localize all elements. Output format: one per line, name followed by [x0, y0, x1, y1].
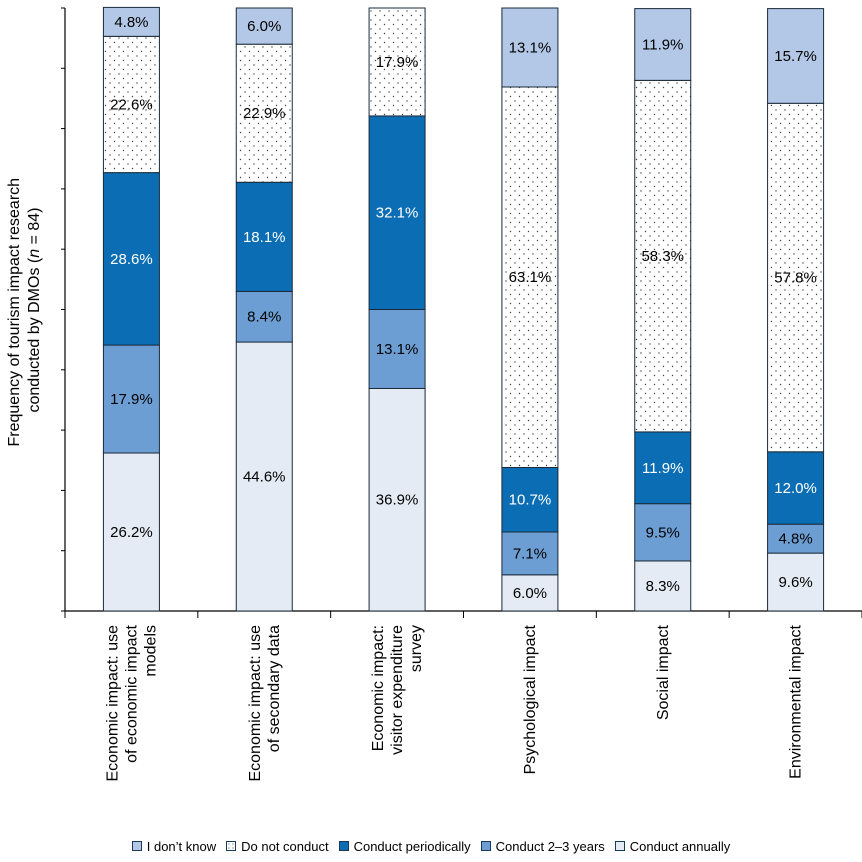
legend-item: I don’t know	[131, 838, 217, 854]
y-axis-label-line1: Frequency of tourism impact research	[6, 178, 23, 447]
bars: 26.2% 17.9% 28.6% 22.6% 4.8% 44.6% 8.4% 18.1% 22…	[102, 6, 825, 612]
data-label: 57.8%	[774, 270, 817, 287]
bar-segment	[501, 7, 559, 88]
data-label: 6.0%	[513, 585, 547, 602]
bar-segment	[634, 79, 692, 433]
category-label: Psychological impact	[522, 624, 539, 774]
data-label: 7.1%	[513, 545, 547, 562]
category-label: Social impact	[655, 624, 672, 720]
bar-segment	[235, 7, 293, 45]
legend-swatch	[480, 841, 491, 851]
bar-segment	[235, 341, 293, 612]
bar-segment	[368, 7, 426, 117]
bar-segment	[235, 290, 293, 343]
legend: I don’t know Do not conduct Conduct period…	[0, 836, 862, 856]
bar-stack: 8.3% 9.5% 11.9% 58.3% 11.9%	[634, 8, 692, 612]
category-label: Environmental impact	[788, 624, 805, 778]
data-label: 9.6%	[778, 574, 812, 591]
data-label: 26.2%	[110, 524, 153, 541]
legend-item: Conduct periodically	[338, 838, 471, 854]
y-axis-label-line2: conducted by DMOs (n = 84)	[26, 208, 43, 413]
data-label: 13.1%	[509, 39, 552, 56]
legend-swatch	[614, 841, 625, 851]
legend-label: Conduct 2–3 years	[495, 838, 605, 854]
data-label: 18.1%	[243, 229, 286, 246]
bar-segment	[102, 344, 160, 454]
legend-label: Conduct annually	[629, 838, 731, 854]
bar-stack: 9.6% 4.8% 12.0% 57.8% 15.7%	[767, 8, 825, 612]
data-label: 32.1%	[376, 205, 419, 222]
category-label: models	[142, 625, 159, 677]
data-label: 22.9%	[243, 105, 286, 122]
bar-segment	[767, 552, 825, 612]
data-label: 36.9%	[376, 492, 419, 509]
legend-swatch	[226, 841, 237, 851]
legend-item: Do not conduct	[226, 838, 329, 854]
legend-label: I don’t know	[146, 838, 217, 854]
legend-item: Conduct 2–3 years	[480, 838, 605, 854]
data-label: 4.8%	[114, 14, 148, 31]
bar-segment	[634, 8, 692, 81]
legend-item: Conduct annually	[614, 838, 731, 854]
bar-segment	[368, 115, 426, 310]
data-label: 12.0%	[774, 480, 817, 497]
data-label: 10.7%	[509, 492, 552, 509]
bar-segment	[767, 451, 825, 525]
bar-stack: 36.9% 13.1% 32.1% 17.9%	[368, 7, 426, 612]
legend-label: Do not conduct	[241, 838, 329, 854]
bar-segment	[767, 102, 825, 453]
category-label: visitor expenditure	[389, 625, 406, 755]
bar-stack: 26.2% 17.9% 28.6% 22.6% 4.8%	[102, 6, 160, 612]
data-label: 58.3%	[641, 248, 684, 265]
y-axis-label-prefix: conducted by DMOs (	[26, 257, 43, 412]
data-label: 22.6%	[110, 96, 153, 113]
data-label: 8.4%	[247, 309, 281, 326]
category-labels: Economic impact: use of economic impact mo…	[104, 624, 804, 781]
y-axis-label-suffix: = 84)	[26, 208, 43, 249]
data-label: 11.9%	[642, 460, 683, 477]
category-label: Economic impact:	[370, 625, 387, 751]
legend-label: Conduct periodically	[353, 838, 471, 854]
bar-segment	[634, 560, 692, 612]
category-label: of economic impact	[123, 624, 140, 762]
bar-segment	[102, 6, 160, 37]
y-axis-label-n: n	[26, 249, 43, 258]
bar-segment	[501, 531, 559, 576]
bar-segment	[767, 523, 825, 554]
bar-segment	[368, 387, 426, 612]
bar-segment	[235, 43, 293, 183]
y-axis-label: Frequency of tourism impact research con…	[6, 174, 43, 447]
category-label: of secondary data	[266, 625, 283, 752]
data-label: 13.1%	[376, 341, 419, 358]
bar-segment	[634, 431, 692, 505]
data-label: 28.6%	[110, 251, 153, 268]
bar-stack: 44.6% 8.4% 18.1% 22.9% 6.0%	[235, 7, 293, 612]
data-label: 17.9%	[376, 54, 419, 71]
data-label: 6.0%	[247, 18, 281, 35]
data-label: 17.9%	[110, 391, 153, 408]
data-label: 4.8%	[778, 531, 812, 548]
bar-stack: 6.0% 7.1% 10.7% 63.1% 13.1%	[501, 7, 559, 612]
axes	[61, 7, 862, 618]
legend-swatch	[338, 841, 349, 851]
data-label: 9.5%	[646, 524, 680, 541]
category-label: Economic impact: use	[247, 625, 264, 782]
data-label: 11.9%	[642, 36, 683, 53]
data-label: 44.6%	[243, 469, 286, 486]
bar-segment	[102, 35, 160, 174]
bar-segment	[767, 8, 825, 104]
data-label: 8.3%	[646, 578, 680, 595]
data-label: 15.7%	[774, 48, 817, 65]
bar-segment	[368, 309, 426, 389]
legend-swatch	[131, 841, 142, 851]
data-label: 63.1%	[509, 269, 552, 286]
bar-segment	[501, 466, 559, 533]
bar-segment	[501, 86, 559, 468]
category-label: survey	[408, 625, 425, 672]
category-label: Economic impact: use	[104, 625, 121, 782]
bar-segment	[235, 181, 293, 292]
bar-segment	[102, 172, 160, 346]
